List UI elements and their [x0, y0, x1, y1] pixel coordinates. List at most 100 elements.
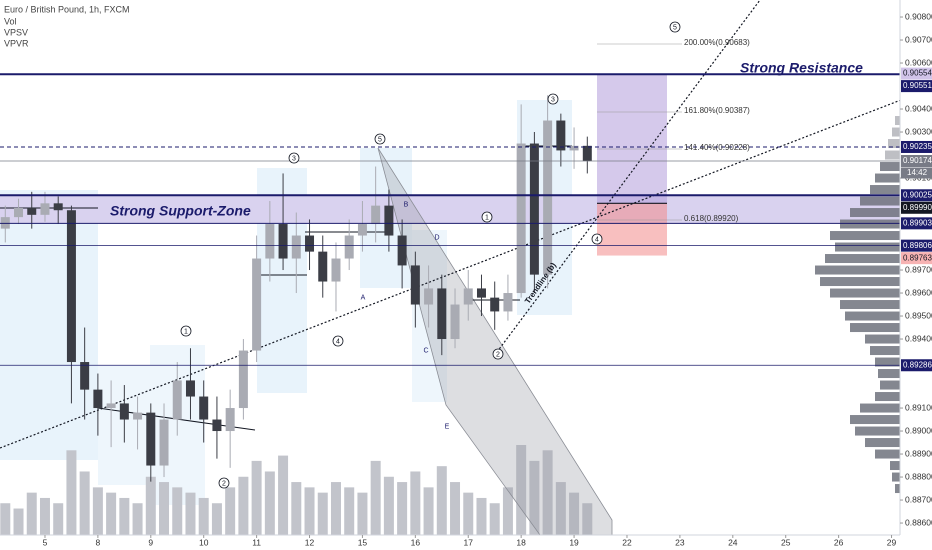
x-tick-label: 15 [358, 537, 368, 547]
annotation: Strong Resistance [740, 60, 863, 76]
x-tick-label: 18 [516, 537, 526, 547]
candle-body [331, 258, 341, 282]
candle-body [212, 419, 222, 432]
profile-bar [870, 185, 900, 195]
wave-label: 5 [378, 136, 382, 143]
profile-bar [875, 173, 900, 183]
time-axis [0, 535, 932, 550]
candle-body [543, 120, 553, 275]
candle-body [40, 203, 50, 215]
profile-bar [865, 334, 900, 344]
candle-body [199, 396, 209, 420]
volume-bar [92, 487, 103, 535]
profile-bar [878, 369, 900, 379]
x-tick-label: 8 [96, 537, 101, 547]
wave-circle [180, 325, 192, 337]
profile-bar [892, 472, 900, 482]
y-tick-label: 0.88600 [905, 517, 932, 527]
wave-label: 4 [595, 236, 599, 243]
wave-circle [218, 477, 230, 489]
volume-bar [330, 482, 341, 535]
trendline-b [496, 0, 761, 353]
candle-body [225, 408, 235, 432]
candle-body [397, 235, 407, 266]
x-tick-label: 9 [148, 537, 153, 547]
x-tick-label: 5 [43, 537, 48, 547]
price-badge-label: 0.89286 [903, 360, 932, 369]
indicator-label: VPVR [4, 38, 29, 48]
profile-bar [830, 288, 900, 298]
profile-bar [850, 415, 900, 425]
volume-bar [13, 508, 24, 535]
x-tick-label: 17 [464, 537, 474, 547]
wave-circle [332, 335, 344, 347]
price-badge-label: 0.89990 [903, 203, 932, 212]
profile-bar [875, 357, 900, 367]
x-tick-label: 16 [411, 537, 421, 547]
profile-bar [890, 461, 900, 471]
annotation: 0.618(0.89920) [684, 214, 739, 223]
volume-bar [0, 503, 11, 535]
volume-bar [238, 476, 249, 535]
volume-bar [211, 503, 222, 535]
wave-circle [591, 233, 603, 245]
wave-circle [492, 348, 504, 360]
volume-bar [66, 450, 77, 535]
price-badge [901, 359, 932, 372]
candle-body [238, 350, 248, 409]
profile-bar [888, 139, 900, 149]
profile-bar [850, 323, 900, 333]
wave-circle [547, 93, 559, 105]
volume-bar [410, 471, 421, 535]
countdown-badge [901, 167, 932, 179]
volume-bar [278, 455, 289, 535]
candle-body [357, 224, 367, 236]
indicator-label: VPSV [4, 27, 28, 37]
profile-bar [860, 403, 900, 413]
profile-bar [840, 300, 900, 310]
stop-box [597, 203, 667, 256]
volume-bar [79, 471, 90, 535]
volume-bar [119, 497, 130, 535]
price-badge-label: 0.89903 [903, 218, 932, 227]
candle-body [463, 288, 473, 305]
candle-body [529, 143, 539, 275]
price-badge-label: 0.89763 [903, 253, 932, 262]
candle-body [80, 362, 90, 390]
volume-bar [172, 487, 183, 535]
candle-body [53, 203, 63, 211]
target-box [597, 73, 667, 204]
profile-bar [895, 116, 900, 126]
indicator-label: Vol [4, 16, 17, 26]
profile-bar [865, 438, 900, 448]
candle-body [450, 304, 460, 340]
profile-bar [895, 484, 900, 494]
x-tick-label: 10 [199, 537, 209, 547]
wave-label: D [434, 234, 439, 241]
x-tick-label: 26 [834, 537, 844, 547]
volume-bar [317, 492, 328, 535]
wave-label: B [404, 201, 409, 208]
annotation: 141.40%(0.90228) [684, 143, 750, 152]
volume-bar [26, 492, 37, 535]
price-badge-label: 0.90235 [903, 142, 932, 151]
volume-bar [357, 492, 368, 535]
candle-body [159, 419, 169, 466]
candle-body [66, 210, 76, 363]
wave-label: 2 [222, 480, 226, 487]
countdown: 14:42 [907, 168, 928, 177]
trendline [0, 87, 932, 449]
x-tick-label: 23 [675, 537, 685, 547]
profile-bar [875, 392, 900, 402]
volume-bar [582, 503, 593, 535]
wave-circle [374, 133, 386, 145]
volume-bar [516, 445, 527, 535]
candle-body [14, 207, 24, 218]
